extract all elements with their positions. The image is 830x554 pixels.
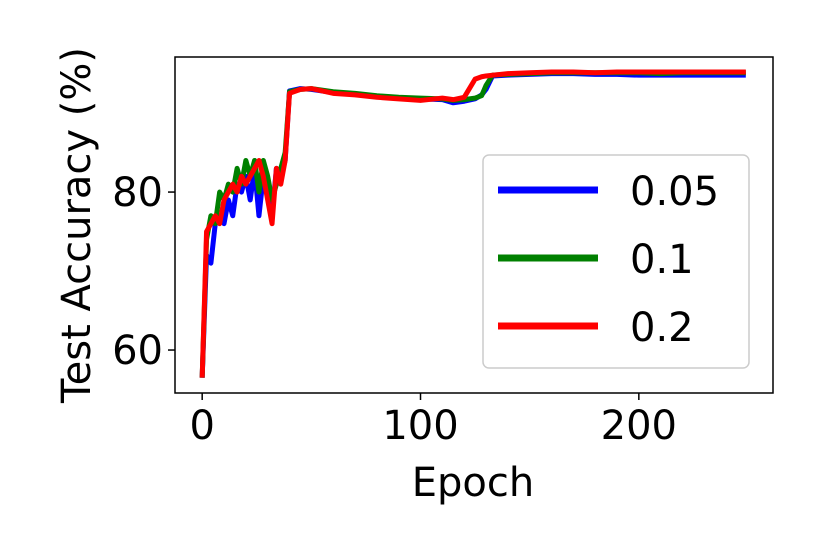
x-tick-label: 0 xyxy=(189,403,214,449)
legend-box xyxy=(482,154,750,369)
x-tick-label: 100 xyxy=(382,403,458,449)
plot-frame xyxy=(174,56,774,394)
legend-label: 0.05 xyxy=(630,169,719,215)
series-line xyxy=(199,69,746,378)
legend-label: 0.1 xyxy=(630,237,694,283)
y-tick-label: 80 xyxy=(112,170,163,216)
x-axis-label: Epoch xyxy=(412,460,534,506)
x-tick-label: 200 xyxy=(601,403,677,449)
y-axis-label: Test Accuracy (%) xyxy=(54,47,100,404)
y-tick-label: 60 xyxy=(112,328,163,374)
legend-label: 0.2 xyxy=(630,305,694,351)
